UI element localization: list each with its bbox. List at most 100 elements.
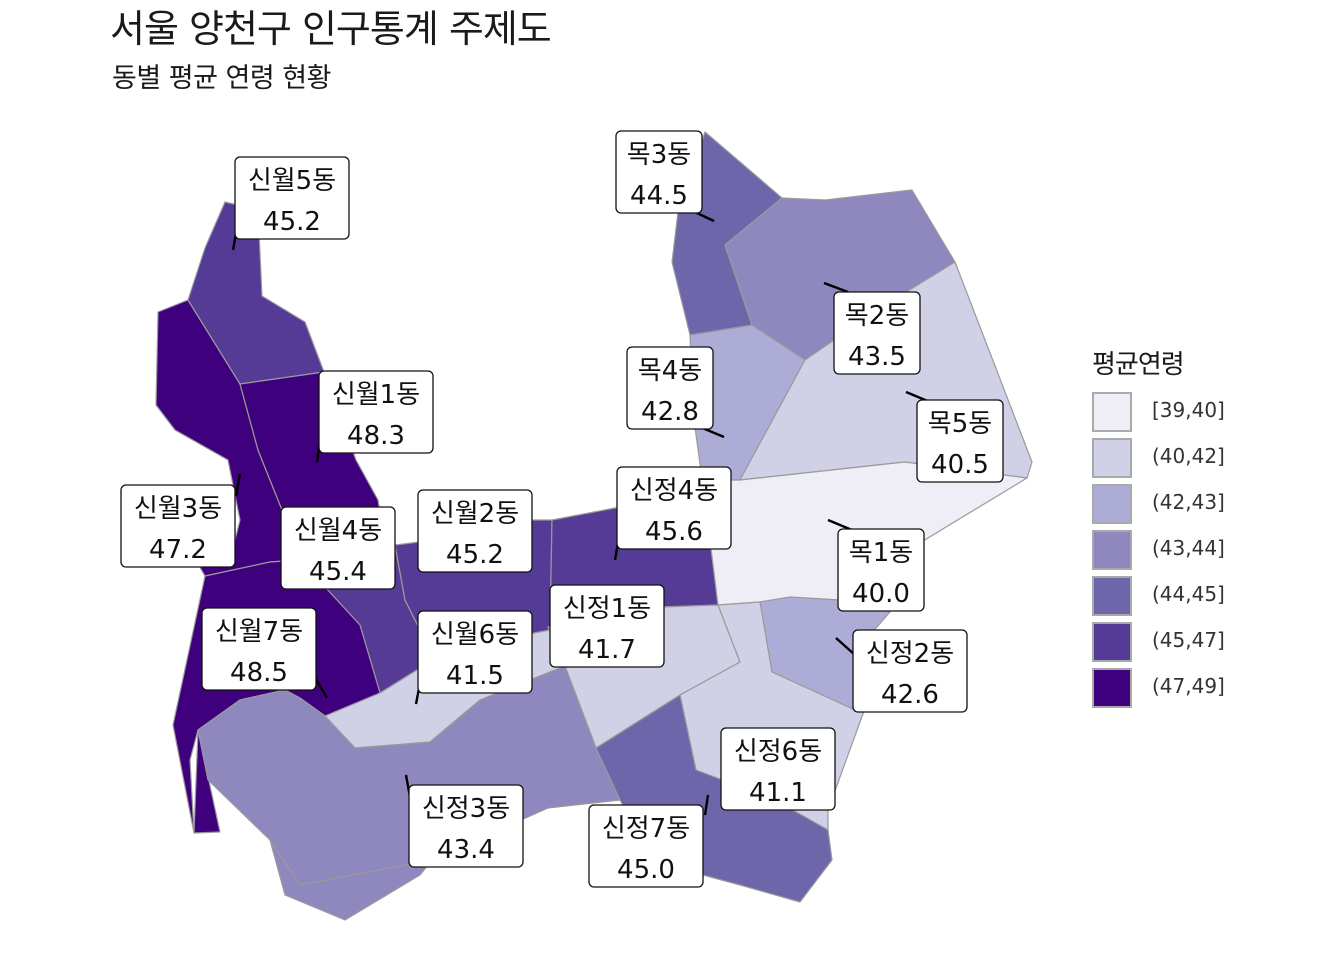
- legend-label: [39,40]: [1152, 398, 1225, 422]
- district-label-box: [417, 610, 533, 694]
- district-label-box: [549, 584, 665, 668]
- district-label-sinwol1: 신월1동 48.3: [318, 370, 434, 454]
- district-name: 신정7동: [602, 814, 690, 844]
- district-label-sinwol7: 신월7동 48.5: [201, 607, 317, 691]
- district-value: 40.0: [852, 579, 910, 609]
- district-name: 신정4동: [630, 476, 718, 506]
- district-label-box: [234, 156, 350, 240]
- district-label-box: [720, 727, 836, 811]
- district-name: 신월2동: [431, 499, 519, 529]
- district-name: 목4동: [638, 356, 702, 386]
- legend-label: (44,45]: [1152, 582, 1225, 606]
- legend-swatch: [1092, 438, 1132, 478]
- district-value: 41.7: [578, 635, 636, 665]
- legend-item: (43,44]: [1092, 530, 1312, 576]
- district-value: 45.6: [645, 517, 703, 547]
- district-name: 신정2동: [866, 639, 954, 669]
- district-name: 신월1동: [332, 380, 420, 410]
- district-label-sinjeong7: 신정7동 45.0: [588, 804, 704, 888]
- district-name: 목3동: [627, 140, 691, 170]
- district-label-box: [852, 629, 968, 713]
- district-name: 신정1동: [563, 594, 651, 624]
- district-label-box: [120, 484, 236, 568]
- district-label-sinjeong3: 신정3동 43.4: [408, 784, 524, 868]
- district-area-sinjeong3: [269, 839, 433, 921]
- district-name: 신월5동: [248, 166, 336, 196]
- district-name: 목5동: [928, 409, 992, 439]
- district-value: 43.5: [848, 342, 906, 372]
- leader-line: [823, 281, 849, 294]
- district-name: 신정6동: [734, 737, 822, 767]
- district-label-mok2: 목2동 43.5: [833, 291, 921, 375]
- district-label-sinwol3: 신월3동 47.2: [120, 484, 236, 568]
- district-name: 신월3동: [134, 494, 222, 524]
- district-value: 45.2: [446, 540, 504, 570]
- page-title: 서울 양천구 인구통계 주제도: [110, 7, 552, 51]
- district-value: 44.5: [630, 181, 688, 211]
- district-label-sinwol5: 신월5동 45.2: [234, 156, 350, 240]
- leader-line: [835, 637, 856, 656]
- district-value: 48.3: [347, 421, 405, 451]
- legend-swatch: [1092, 484, 1132, 524]
- district-name: 신월4동: [294, 516, 382, 546]
- district-name: 목2동: [845, 301, 909, 331]
- district-value: 48.5: [230, 658, 288, 688]
- district-label-box: [626, 346, 714, 430]
- legend-label: (40,42]: [1152, 444, 1225, 468]
- district-label-sinjeong6: 신정6동 41.1: [720, 727, 836, 811]
- legend-item: (44,45]: [1092, 576, 1312, 622]
- legend-label: (45,47]: [1152, 628, 1225, 652]
- district-label-box: [837, 528, 925, 612]
- legend-swatch: [1092, 576, 1132, 616]
- legend-swatch: [1092, 392, 1132, 432]
- district-label-mok1: 목1동 40.0: [837, 528, 925, 612]
- district-label-sinjeong4: 신정4동 45.6: [616, 466, 732, 550]
- legend-item: (40,42]: [1092, 438, 1312, 484]
- legend-item: [39,40]: [1092, 392, 1312, 438]
- district-label-box: [833, 291, 921, 375]
- legend-swatch: [1092, 668, 1132, 708]
- district-value: 45.4: [309, 557, 367, 587]
- district-label-box: [408, 784, 524, 868]
- district-name: 신정3동: [422, 794, 510, 824]
- district-value: 42.6: [881, 680, 939, 710]
- leader-line: [314, 678, 329, 699]
- district-value: 45.0: [617, 855, 675, 885]
- district-label-box: [616, 466, 732, 550]
- district-label-mok3: 목3동 44.5: [615, 130, 703, 214]
- legend-item: (42,43]: [1092, 484, 1312, 530]
- district-label-sinwol6: 신월6동 41.5: [417, 610, 533, 694]
- district-name: 신월6동: [431, 620, 519, 650]
- leader-line: [827, 518, 853, 532]
- district-label-box: [588, 804, 704, 888]
- district-label-box: [615, 130, 703, 214]
- district-value: 41.1: [749, 778, 807, 808]
- district-label-sinjeong1: 신정1동 41.7: [549, 584, 665, 668]
- district-name: 목1동: [849, 538, 913, 568]
- district-label-mok5: 목5동 40.5: [916, 399, 1004, 483]
- district-label-sinwol2: 신월2동 45.2: [417, 489, 533, 573]
- legend-label: (42,43]: [1152, 490, 1225, 514]
- district-label-box: [916, 399, 1004, 483]
- district-value: 42.8: [641, 397, 699, 427]
- district-value: 47.2: [149, 535, 207, 565]
- page-subtitle: 동별 평균 연령 현황: [112, 63, 331, 94]
- legend-label: (43,44]: [1152, 536, 1225, 560]
- district-name: 신월7동: [215, 617, 303, 647]
- legend-title: 평균연령: [1092, 350, 1185, 380]
- leader-line: [234, 473, 242, 497]
- leader-line: [703, 794, 710, 816]
- district-label-box: [417, 489, 533, 573]
- district-label-box: [318, 370, 434, 454]
- district-label-box: [280, 506, 396, 590]
- legend-swatch: [1092, 530, 1132, 570]
- legend-swatch: [1092, 622, 1132, 662]
- district-label-mok4: 목4동 42.8: [626, 346, 714, 430]
- district-label-sinjeong2: 신정2동 42.6: [852, 629, 968, 713]
- district-label-sinwol4: 신월4동 45.4: [280, 506, 396, 590]
- district-value: 43.4: [437, 835, 495, 865]
- legend-item: (45,47]: [1092, 622, 1312, 668]
- district-value: 41.5: [446, 661, 504, 691]
- legend-item: (47,49]: [1092, 668, 1312, 714]
